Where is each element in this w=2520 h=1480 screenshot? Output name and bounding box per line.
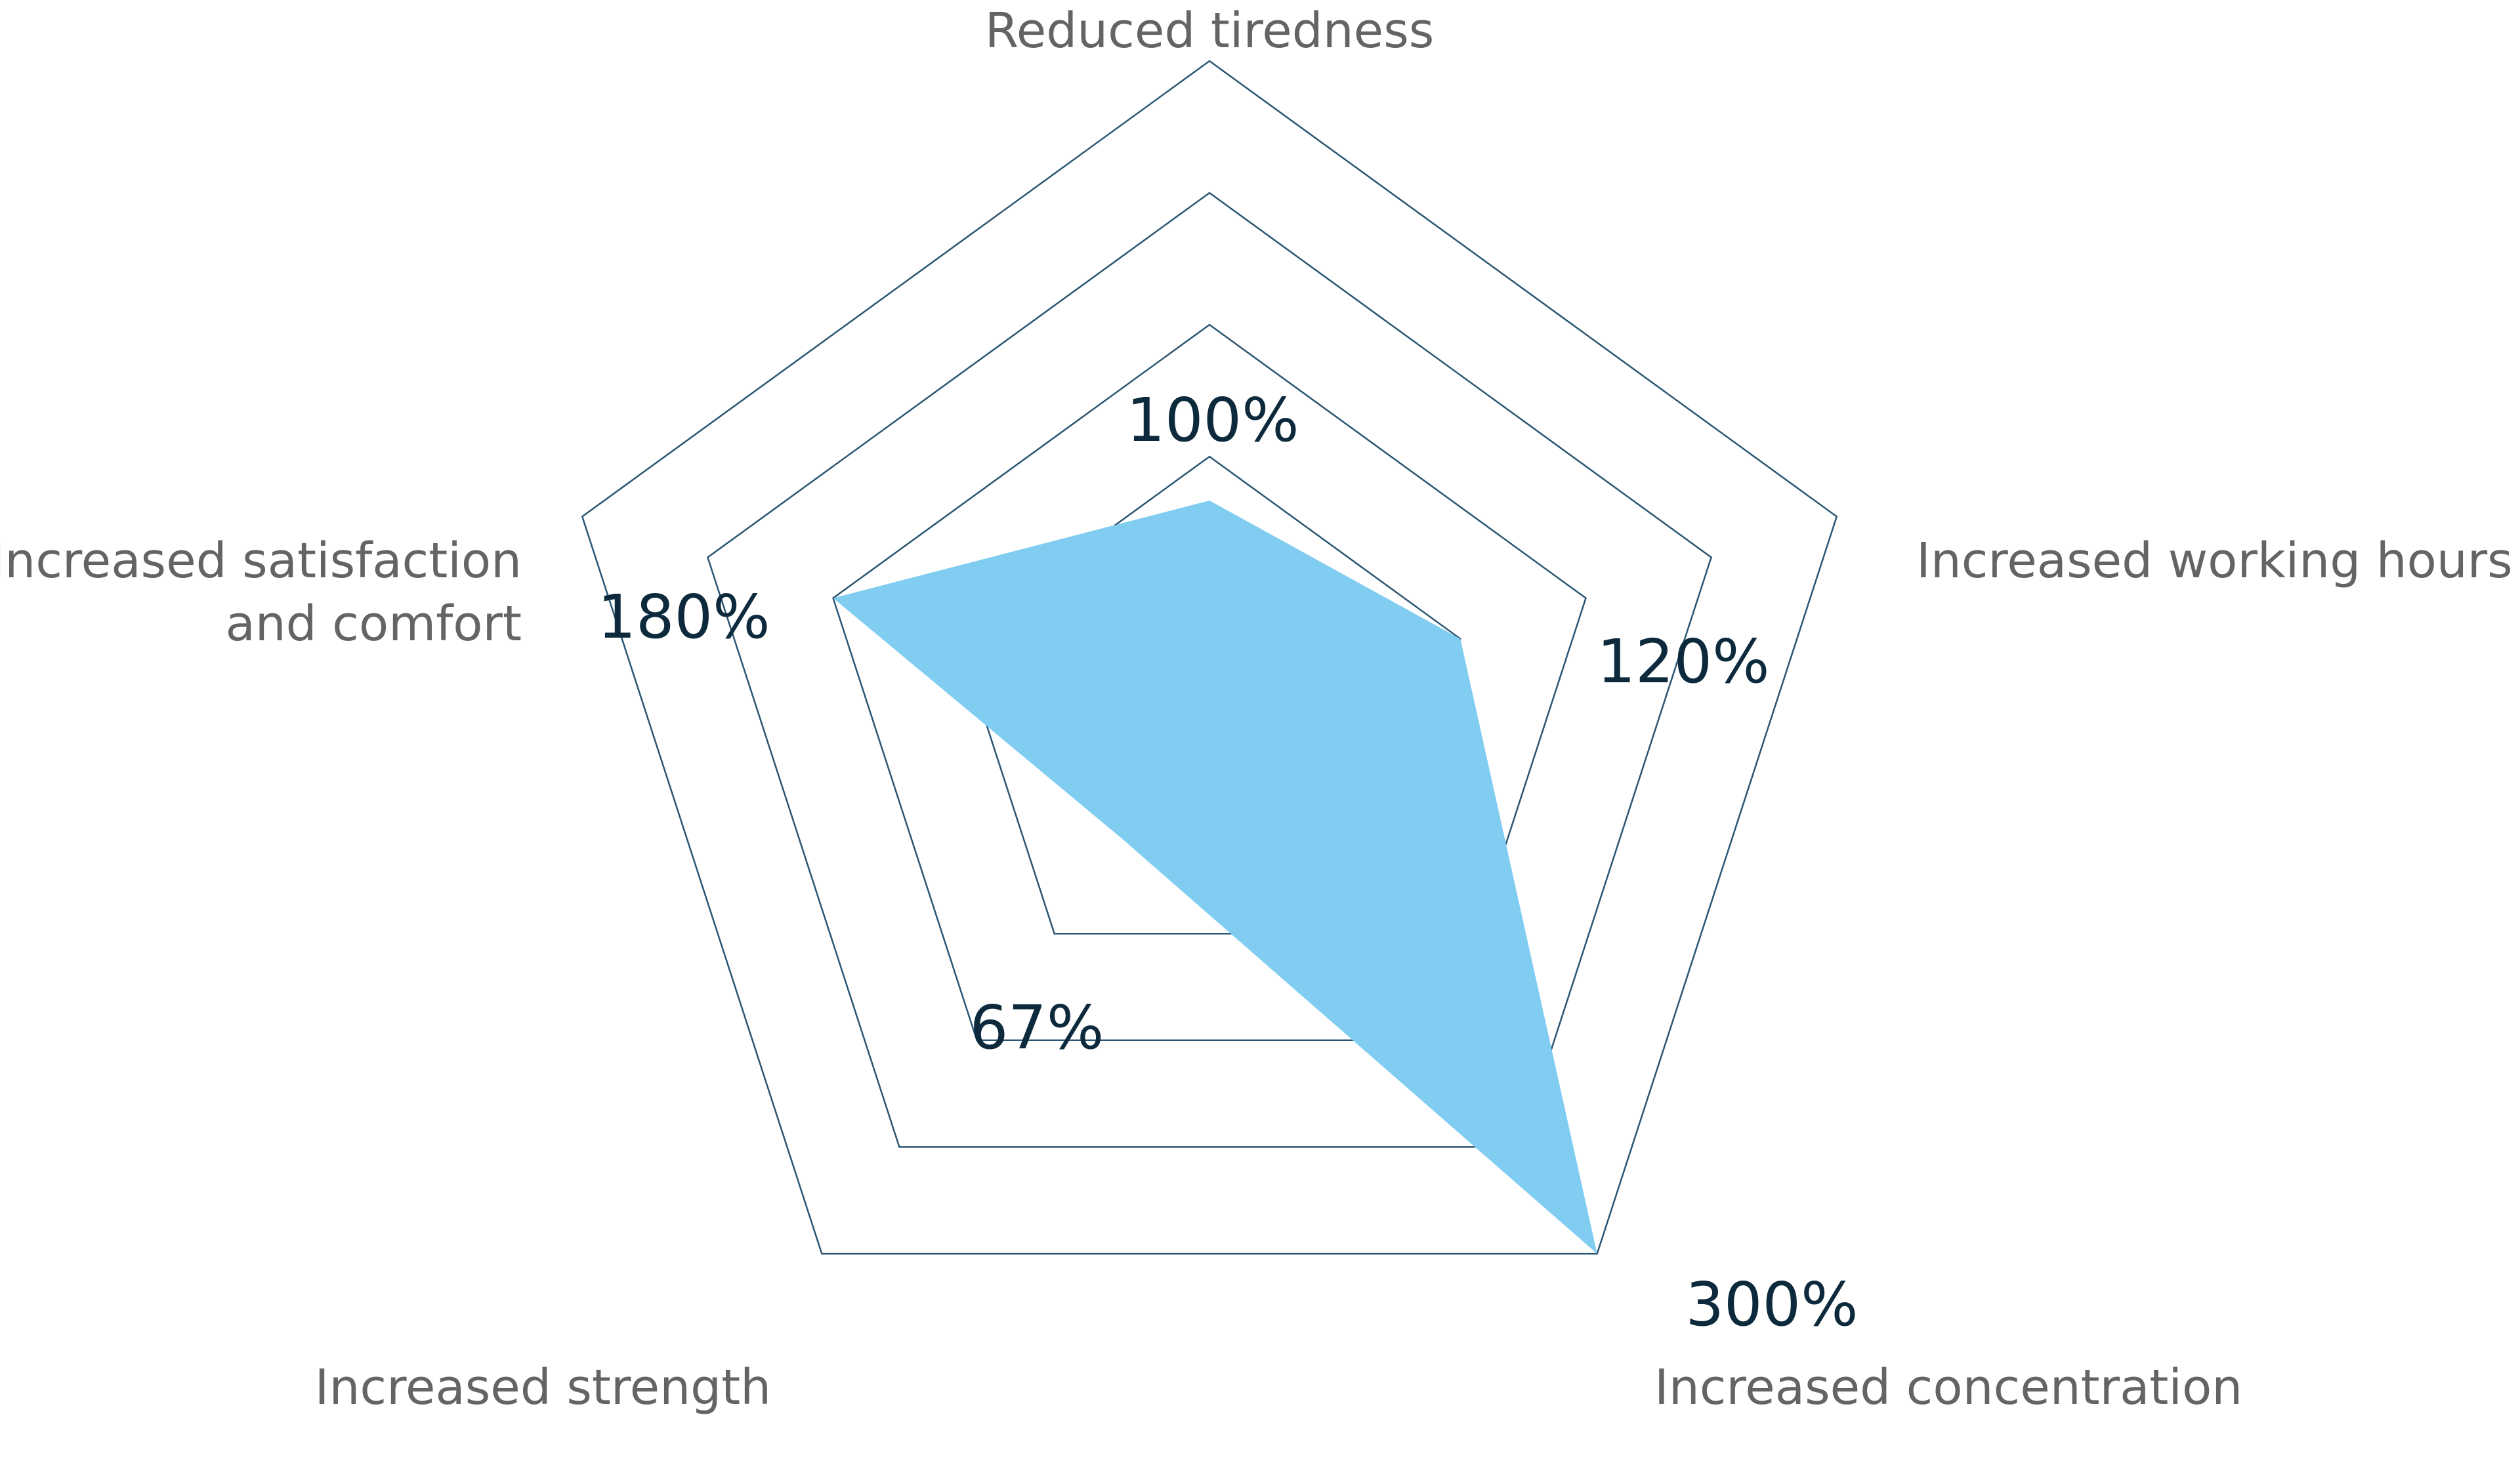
axis-label-0: Reduced tiredness xyxy=(985,3,1435,59)
axis-label-line: Increased satisfaction xyxy=(0,533,522,589)
value-label-1: 120% xyxy=(1597,627,1769,697)
axis-label-line: Increased strength xyxy=(315,1359,771,1416)
value-label-4: 180% xyxy=(597,582,770,652)
grid-ring-4 xyxy=(706,192,1713,1148)
grid-ring-5 xyxy=(581,60,1838,1255)
axis-label-line: Increased concentration xyxy=(1654,1359,2242,1416)
axis-label-line: Increased working hours xyxy=(1916,533,2513,589)
axis-label-line: Reduced tiredness xyxy=(985,3,1435,59)
axis-label-1: Increased working hours xyxy=(1916,533,2513,589)
radar-series xyxy=(833,501,1597,1254)
axis-label-4: Increased satisfaction and comfort xyxy=(0,533,522,652)
value-labels: 100% 120% 300% 67% 180% xyxy=(597,385,1858,1340)
series-area-0 xyxy=(833,501,1597,1254)
radar-grid xyxy=(581,60,1838,1255)
value-label-2: 300% xyxy=(1685,1269,1858,1340)
value-label-0: 100% xyxy=(1126,385,1299,455)
axis-labels: Reduced tiredness Increased working hours… xyxy=(0,3,2513,1416)
grid-ring-3 xyxy=(832,323,1587,1042)
value-label-3: 67% xyxy=(970,993,1104,1063)
axis-label-2: Increased concentration xyxy=(1654,1359,2242,1416)
axis-label-3: Increased strength xyxy=(315,1359,771,1416)
axis-label-line: and comfort xyxy=(225,596,522,652)
